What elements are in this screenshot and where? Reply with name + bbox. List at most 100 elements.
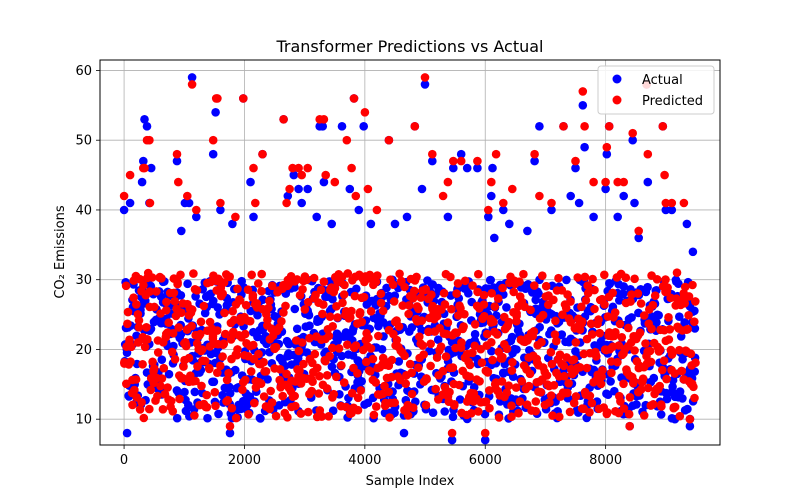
data-point bbox=[119, 205, 129, 215]
data-point bbox=[403, 411, 413, 420]
data-point bbox=[319, 300, 328, 309]
data-point bbox=[149, 364, 159, 373]
data-point bbox=[231, 365, 240, 375]
data-point bbox=[589, 177, 598, 187]
data-point bbox=[670, 369, 679, 378]
data-point bbox=[192, 212, 201, 222]
data-point bbox=[196, 329, 205, 339]
data-point bbox=[559, 122, 568, 131]
data-point bbox=[302, 275, 312, 285]
data-point bbox=[312, 212, 322, 222]
data-point bbox=[187, 321, 196, 331]
data-point bbox=[240, 329, 250, 339]
data-point bbox=[545, 398, 554, 407]
data-point bbox=[447, 304, 456, 314]
chart-title: Transformer Predictions vs Actual bbox=[275, 37, 543, 56]
data-point bbox=[639, 311, 649, 320]
data-point bbox=[580, 142, 589, 152]
data-point bbox=[613, 177, 622, 187]
data-point bbox=[257, 286, 266, 296]
data-point bbox=[119, 191, 129, 201]
data-point bbox=[585, 391, 595, 401]
data-point bbox=[628, 128, 637, 138]
data-point bbox=[473, 156, 482, 166]
data-point bbox=[139, 280, 148, 290]
data-point bbox=[680, 282, 690, 292]
data-point bbox=[292, 324, 302, 334]
data-point bbox=[388, 280, 398, 290]
data-point bbox=[359, 122, 369, 131]
data-point bbox=[555, 412, 564, 422]
data-point bbox=[170, 355, 180, 364]
data-point bbox=[569, 355, 579, 364]
data-point bbox=[565, 407, 575, 417]
data-point bbox=[330, 177, 340, 187]
data-point bbox=[341, 402, 351, 412]
data-point bbox=[542, 371, 552, 380]
data-point bbox=[477, 358, 487, 368]
data-point bbox=[399, 428, 409, 438]
data-point bbox=[213, 368, 222, 378]
data-point bbox=[140, 115, 149, 124]
data-point bbox=[534, 289, 543, 299]
data-point bbox=[482, 329, 492, 339]
x-axis-label: Sample Index bbox=[366, 474, 455, 489]
data-point bbox=[290, 391, 300, 401]
data-point bbox=[636, 299, 646, 308]
data-point bbox=[530, 281, 539, 290]
data-point bbox=[563, 290, 572, 299]
data-point bbox=[675, 312, 684, 322]
data-point bbox=[420, 80, 430, 89]
data-point bbox=[132, 300, 141, 309]
data-point bbox=[455, 395, 465, 404]
data-point bbox=[613, 357, 622, 367]
data-point bbox=[468, 281, 477, 290]
data-point bbox=[407, 323, 417, 332]
data-point bbox=[422, 375, 432, 384]
data-point bbox=[688, 247, 698, 257]
data-point bbox=[566, 191, 575, 201]
data-point bbox=[349, 94, 359, 103]
data-point bbox=[508, 184, 517, 194]
data-point bbox=[316, 285, 326, 295]
data-point bbox=[577, 317, 587, 326]
data-point bbox=[561, 303, 571, 313]
data-point bbox=[177, 308, 186, 318]
data-point bbox=[227, 403, 237, 413]
data-point bbox=[630, 198, 639, 208]
data-point bbox=[432, 311, 442, 321]
data-point bbox=[405, 359, 415, 369]
data-point bbox=[484, 212, 493, 222]
data-point bbox=[596, 379, 606, 389]
data-point bbox=[643, 177, 653, 187]
data-point bbox=[595, 328, 604, 338]
data-point bbox=[643, 149, 653, 159]
data-point bbox=[328, 343, 337, 353]
data-point bbox=[475, 377, 484, 386]
data-point bbox=[374, 331, 383, 341]
data-point bbox=[337, 122, 347, 131]
data-point bbox=[350, 291, 360, 301]
data-point bbox=[647, 324, 656, 334]
data-point bbox=[547, 198, 556, 208]
data-point bbox=[125, 198, 135, 208]
data-point bbox=[470, 320, 480, 329]
data-point bbox=[683, 324, 692, 334]
data-point bbox=[468, 348, 477, 358]
data-point bbox=[452, 289, 461, 298]
data-point bbox=[244, 410, 253, 419]
data-point bbox=[140, 342, 150, 352]
data-point bbox=[552, 336, 561, 346]
data-point bbox=[256, 379, 266, 389]
data-point bbox=[490, 302, 500, 311]
data-point bbox=[131, 375, 141, 384]
data-point bbox=[481, 397, 491, 407]
data-point bbox=[387, 355, 397, 365]
data-point bbox=[690, 306, 699, 316]
data-point bbox=[371, 277, 381, 287]
data-point bbox=[125, 170, 135, 180]
data-point bbox=[512, 311, 521, 321]
data-point bbox=[213, 94, 222, 103]
data-point bbox=[402, 212, 412, 222]
data-point bbox=[547, 205, 556, 215]
